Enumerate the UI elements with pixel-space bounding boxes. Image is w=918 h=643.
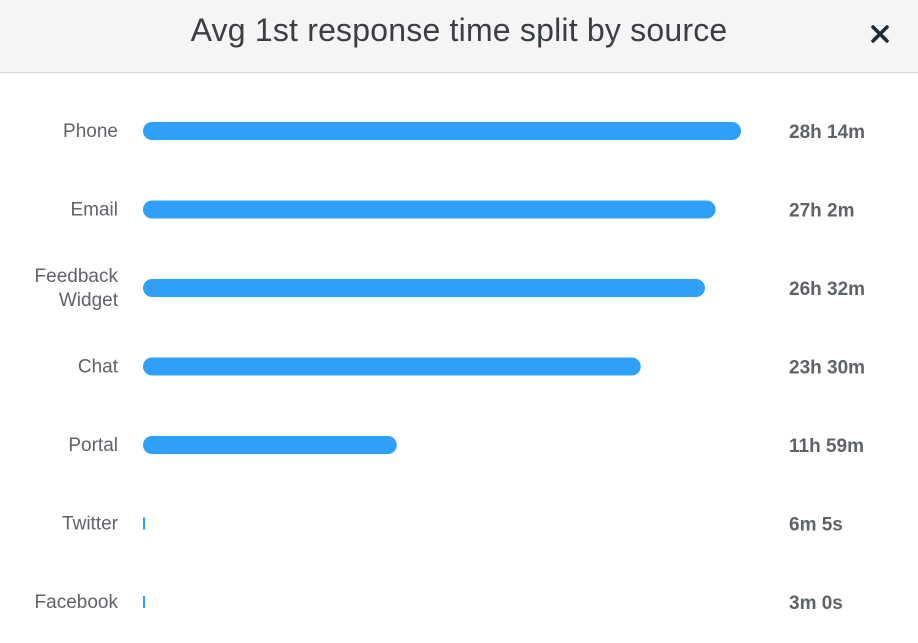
value-label: 3m 0s — [789, 593, 843, 614]
category-label: Chat — [78, 357, 119, 378]
bar[interactable] — [143, 279, 705, 297]
category-label: Phone — [63, 121, 118, 142]
value-label: 28h 14m — [789, 122, 865, 143]
category-label: Twitter — [62, 514, 119, 535]
bar[interactable] — [143, 200, 716, 219]
bar[interactable] — [143, 436, 397, 454]
bar-chart: Phone 28h 14m Email 27h 2m Feedback Widget 26h… — [35, 121, 866, 614]
modal-header: Avg 1st response time split by source — [0, 0, 918, 73]
value-label: 26h 32m — [789, 279, 865, 300]
category-label: Feedback Widget — [35, 266, 119, 311]
value-label: 27h 2m — [789, 201, 854, 222]
category-label: Email — [70, 200, 118, 221]
bar[interactable] — [143, 357, 641, 376]
category-label: Facebook — [35, 592, 119, 613]
value-label: 23h 30m — [789, 358, 865, 379]
close-button[interactable] — [862, 16, 898, 52]
chart-area: Phone 28h 14m Email 27h 2m Feedback Widget 26h… — [0, 73, 918, 643]
bar[interactable] — [143, 596, 145, 608]
bar[interactable] — [143, 122, 741, 140]
bar[interactable] — [143, 517, 146, 530]
close-icon — [871, 25, 889, 43]
category-label: Portal — [68, 435, 118, 456]
value-label: 11h 59m — [789, 436, 864, 457]
modal-title: Avg 1st response time split by source — [190, 12, 728, 48]
value-label: 6m 5s — [789, 515, 843, 536]
